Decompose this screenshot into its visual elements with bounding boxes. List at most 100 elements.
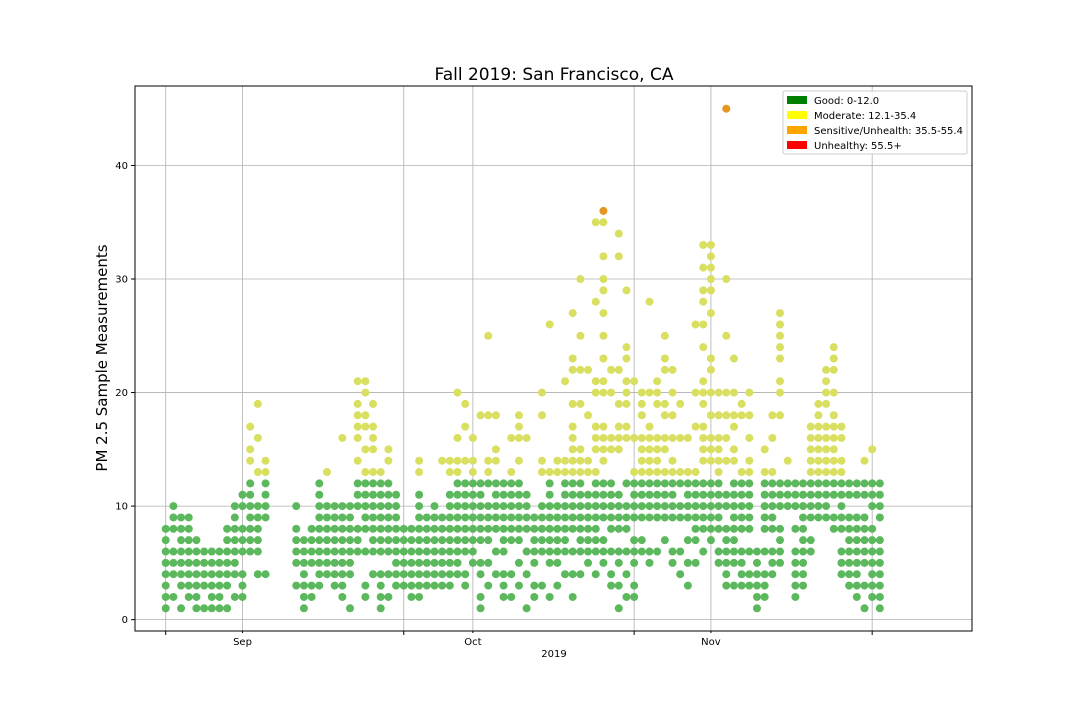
data-point [545,479,554,488]
y-tick-label: 10 [115,502,128,513]
data-point [292,502,301,511]
data-point [676,433,685,442]
data-point [722,524,731,533]
data-point [491,524,500,533]
data-point [776,343,785,352]
data-point [706,275,715,284]
data-point [161,570,170,579]
data-point [315,502,324,511]
data-point [591,524,600,533]
data-point [722,275,731,284]
data-point [760,468,769,477]
data-point [737,558,746,567]
data-point [461,399,470,408]
data-point [514,524,523,533]
data-point [691,524,700,533]
data-point [614,581,623,590]
data-point [499,524,508,533]
data-point [599,456,608,465]
data-point [868,479,877,488]
data-point [392,524,401,533]
data-point [530,581,539,590]
data-point [714,513,723,522]
data-point [568,570,577,579]
data-point [714,468,723,477]
data-point [361,513,370,522]
data-point [315,558,324,567]
data-point [729,524,738,533]
data-point [507,433,516,442]
data-point [169,547,178,556]
data-point [814,399,823,408]
data-point [522,513,531,522]
y-axis: 0 10 20 30 40 [115,161,135,626]
data-point [607,433,616,442]
data-point [860,558,869,567]
data-point [415,490,424,499]
data-point [468,468,477,477]
data-point [714,411,723,420]
data-point [484,331,493,340]
data-point [776,331,785,340]
data-point [491,456,500,465]
data-point [177,513,186,522]
data-point [461,570,470,579]
data-point [622,286,631,295]
data-point [384,547,393,556]
data-point [207,592,216,601]
data-point [837,468,846,477]
data-point [752,570,761,579]
data-point [614,547,623,556]
data-point [768,547,777,556]
data-point [384,536,393,545]
data-point [430,536,439,545]
data-point [568,309,577,318]
data-point [706,433,715,442]
data-point [660,399,669,408]
data-point [814,490,823,499]
data-point [699,297,708,306]
data-point [637,411,646,420]
data-point [507,479,516,488]
data-point [622,388,631,397]
data-point [691,388,700,397]
data-point [184,570,193,579]
data-point [660,502,669,511]
data-point [699,433,708,442]
data-point [645,547,654,556]
data-point [261,479,270,488]
data-point [561,547,570,556]
data-point [476,502,485,511]
data-point [415,547,424,556]
data-point [392,513,401,522]
plot-area-frame [134,85,973,632]
data-point [384,524,393,533]
data-point [637,502,646,511]
data-point [346,570,355,579]
data-point [376,581,385,590]
data-point [829,513,838,522]
data-point [253,547,262,556]
data-point [407,581,416,590]
data-point [845,490,854,499]
data-point [706,502,715,511]
data-point [760,513,769,522]
data-point [568,456,577,465]
data-point [399,536,408,545]
data-point [845,536,854,545]
data-point [576,524,585,533]
data-point [292,536,301,545]
data-point [161,536,170,545]
data-point [292,558,301,567]
data-point [683,479,692,488]
data-point [468,502,477,511]
data-point [745,502,754,511]
data-point [230,536,239,545]
data-point [584,468,593,477]
data-point [622,479,631,488]
data-point [699,502,708,511]
data-point [184,592,193,601]
data-point [699,377,708,386]
data-point [637,536,646,545]
data-point [246,490,255,499]
